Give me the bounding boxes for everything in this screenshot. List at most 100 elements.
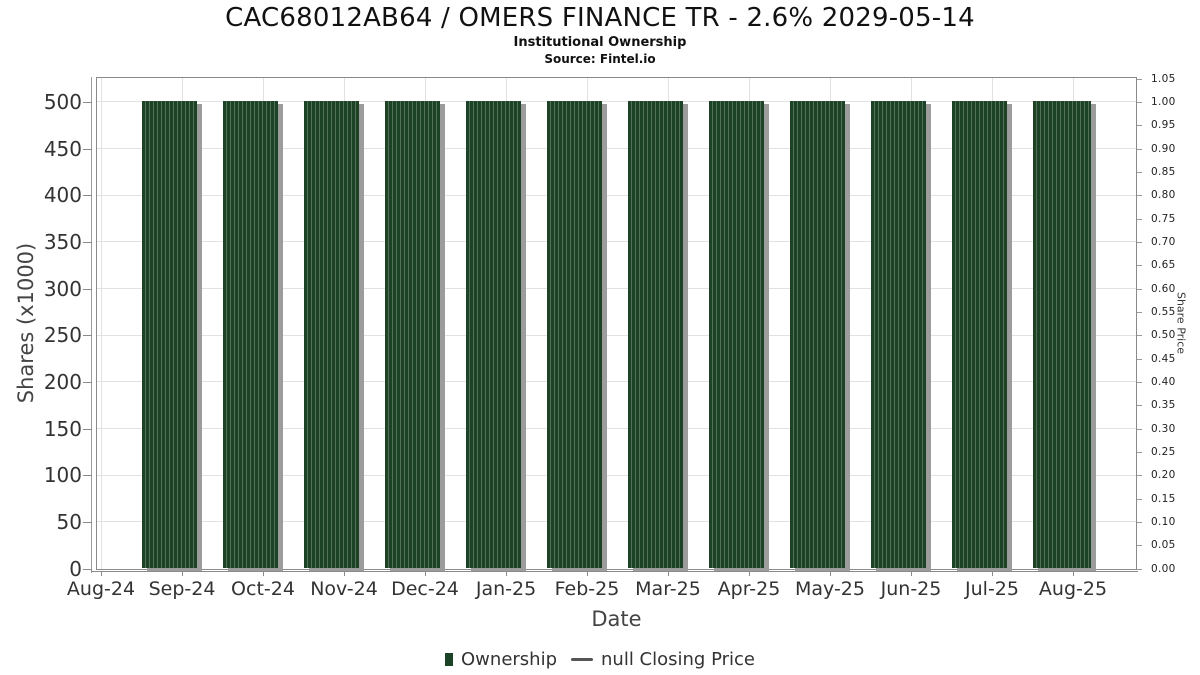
y-axis-spine — [91, 77, 92, 573]
y-axis-tick-mark — [83, 335, 92, 337]
secondary-y-axis-tick-label: 0.90 — [1151, 142, 1176, 155]
gridline-horizontal — [97, 241, 1136, 243]
x-axis-tick-mark — [425, 571, 426, 576]
secondary-y-axis-tick-mark — [1137, 568, 1142, 570]
ownership-legend-label: Ownership — [461, 648, 558, 670]
ownership-bar — [708, 101, 764, 568]
secondary-y-axis-tick-mark — [1137, 288, 1142, 290]
x-axis-tick-mark — [263, 571, 264, 576]
x-axis-tick-label: Sep-24 — [148, 578, 216, 600]
secondary-y-axis-tick-mark — [1137, 148, 1142, 150]
x-axis-tick-mark — [911, 571, 912, 576]
ownership-legend-swatch-icon — [445, 652, 454, 666]
x-axis-tick-mark — [1073, 571, 1074, 576]
y-axis-tick-mark — [83, 521, 92, 523]
ownership-bar — [384, 101, 440, 568]
y-axis-tick-mark — [83, 428, 92, 430]
x-axis-tick-label: Oct-24 — [231, 578, 295, 600]
secondary-y-axis-tick-label: 0.25 — [1151, 445, 1176, 458]
x-axis-tick-label: Mar-25 — [635, 578, 701, 600]
secondary-y-axis-tick-mark — [1137, 311, 1142, 313]
x-axis-tick-label: Aug-25 — [1038, 578, 1108, 600]
gridline-horizontal — [97, 288, 1136, 289]
y-axis-tick-label: 500 — [43, 89, 82, 114]
y-axis-tick-label: 100 — [43, 463, 82, 488]
y-axis-tick-mark — [83, 101, 92, 103]
secondary-y-axis-tick-label: 0.00 — [1151, 562, 1176, 575]
y-axis-tick-mark — [83, 241, 92, 243]
x-axis-tick-label: Apr-25 — [717, 578, 781, 600]
secondary-y-axis-tick-mark — [1137, 358, 1142, 360]
chart-title: CAC68012AB64 / OMERS FINANCE TR - 2.6% 2… — [225, 3, 975, 33]
secondary-y-axis-tick-label: 0.95 — [1151, 119, 1176, 132]
y-axis-tick-label: 200 — [43, 369, 82, 394]
secondary-y-axis-tick-mark — [1137, 475, 1142, 477]
x-axis-tick-mark — [506, 571, 507, 576]
x-axis-tick-label: Jul-25 — [965, 578, 1019, 600]
plot-area — [96, 77, 1137, 570]
secondary-y-axis-tick-label: 0.10 — [1151, 515, 1176, 528]
gridline-horizontal — [97, 194, 1136, 196]
ownership-bar — [789, 101, 845, 568]
closing-price-legend-label: null Closing Price — [601, 648, 755, 670]
secondary-y-axis-tick-label: 0.70 — [1151, 235, 1176, 248]
secondary-y-axis-tick-label: 0.50 — [1151, 329, 1176, 342]
y-axis-tick-mark — [83, 288, 92, 290]
secondary-y-axis-tick-mark — [1137, 171, 1142, 173]
secondary-y-axis-tick-mark — [1137, 101, 1142, 103]
ownership-bar — [465, 101, 521, 568]
x-axis-tick-mark — [992, 571, 993, 576]
chart-source: Source: Fintel.io — [544, 52, 656, 66]
ownership-bar — [141, 101, 197, 568]
secondary-y-axis-tick-label: 0.45 — [1151, 352, 1176, 365]
y-axis-tick-label: 150 — [43, 416, 82, 441]
y-axis-tick-label: 300 — [43, 276, 82, 301]
secondary-y-axis-tick-mark — [1137, 195, 1142, 197]
secondary-y-axis-tick-mark — [1137, 498, 1142, 500]
x-axis-tick-label: Nov-24 — [310, 578, 378, 600]
gridline-vertical — [100, 78, 102, 569]
secondary-y-axis-tick-mark — [1137, 381, 1142, 383]
ownership-bar — [627, 101, 683, 568]
secondary-y-axis-tick-label: 0.05 — [1151, 539, 1176, 552]
x-axis-spine — [91, 571, 1138, 572]
y-axis-tick-mark — [83, 475, 92, 477]
x-axis-tick-mark — [344, 571, 345, 576]
legend: Ownership null Closing Price — [0, 645, 1200, 673]
secondary-y-axis-tick-mark — [1137, 545, 1142, 547]
gridline-horizontal — [97, 381, 1136, 383]
chart-subtitle: Institutional Ownership — [513, 35, 687, 50]
gridline-horizontal — [97, 521, 1136, 523]
ownership-bar — [870, 101, 926, 568]
x-axis-tick-mark — [182, 571, 183, 576]
ownership-bar — [546, 101, 602, 568]
y-axis-tick-label: 450 — [43, 136, 82, 161]
y-axis-tick-mark — [83, 568, 92, 570]
x-axis-tick-mark — [587, 571, 588, 576]
x-axis-title: Date — [591, 607, 642, 631]
ownership-bar — [222, 101, 278, 568]
secondary-y-axis-tick-mark — [1137, 451, 1142, 453]
secondary-y-axis-tick-label: 0.20 — [1151, 469, 1176, 482]
x-axis-tick-label: Feb-25 — [554, 578, 620, 600]
secondary-y-axis-tick-mark — [1137, 218, 1142, 220]
secondary-y-axis-tick-label: 0.60 — [1151, 282, 1176, 295]
secondary-y-axis-title: Share Price — [1174, 291, 1188, 355]
secondary-y-axis-tick-label: 0.40 — [1151, 375, 1176, 388]
y-axis-tick-mark — [83, 148, 92, 150]
ownership-bar — [303, 101, 359, 568]
secondary-y-axis-tick-label: 0.80 — [1151, 189, 1176, 202]
gridline-horizontal — [97, 101, 1136, 103]
x-axis-tick-mark — [830, 571, 831, 576]
secondary-y-axis-tick-mark — [1137, 125, 1142, 127]
y-axis-tick-label: 400 — [43, 183, 82, 208]
secondary-y-axis-tick-mark — [1137, 521, 1142, 523]
secondary-y-axis-tick-label: 0.35 — [1151, 399, 1176, 412]
secondary-y-axis-tick-mark — [1137, 78, 1142, 80]
secondary-y-axis-tick-mark — [1137, 241, 1142, 243]
gridline-horizontal — [97, 334, 1136, 336]
y-axis-tick-label: 50 — [56, 509, 82, 534]
x-axis-tick-label: May-25 — [795, 578, 865, 600]
secondary-y-axis-tick-label: 1.00 — [1151, 95, 1176, 108]
